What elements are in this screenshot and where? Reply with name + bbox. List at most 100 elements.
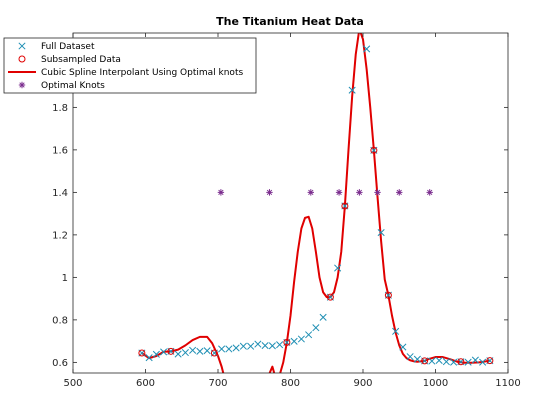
marker-x-shape [348, 86, 356, 94]
legend-entry: Subsampled Data [18, 55, 121, 65]
series-layer [138, 33, 494, 373]
marker-x-shape [174, 350, 182, 358]
marker-star-shape [266, 189, 273, 196]
data-point [326, 293, 334, 301]
data-point [377, 228, 385, 237]
data-point [486, 357, 494, 365]
marker-circle-shape [167, 347, 175, 355]
data-point [370, 146, 378, 154]
series-optimal-knots [217, 189, 433, 196]
marker-x-shape [464, 358, 472, 366]
data-point [196, 347, 204, 355]
data-point [181, 349, 189, 357]
legend-marker-swatch [18, 55, 26, 63]
data-point [392, 327, 400, 335]
marker-x-shape [377, 228, 385, 237]
marker-x-shape [435, 356, 443, 365]
data-point [374, 189, 381, 196]
x-tick-label: 900 [353, 378, 372, 389]
data-point [396, 189, 403, 196]
data-point [145, 354, 153, 362]
marker-x-shape [319, 313, 327, 321]
data-point [160, 348, 168, 356]
legend-label: Subsampled Data [41, 55, 121, 65]
marker-star-shape [217, 189, 225, 196]
marker-circle-shape [457, 358, 465, 366]
x-tick-label: 700 [208, 378, 227, 389]
marker-x-shape [268, 342, 276, 350]
data-point [348, 86, 356, 94]
marker-x-shape [471, 356, 479, 364]
data-point [307, 189, 314, 196]
data-point [203, 347, 211, 355]
marker-x-shape [225, 345, 233, 353]
y-tick-label: 0.6 [52, 358, 68, 369]
data-point [247, 342, 255, 350]
data-point [152, 350, 160, 358]
data-point [218, 345, 226, 353]
marker-star-shape [18, 81, 26, 89]
data-point [225, 345, 233, 353]
data-point [341, 202, 349, 210]
marker-x-shape [247, 342, 255, 350]
legend: Full Dataset Subsampled Data Cubic Spline … [3, 37, 257, 94]
series-subsampled-data [138, 146, 494, 366]
data-point [290, 337, 298, 345]
legend-marker-swatch [18, 42, 26, 50]
marker-star-shape [335, 189, 343, 196]
x-tick-label: 800 [281, 378, 300, 389]
x-tick-label: 500 [63, 378, 82, 389]
marker-x-shape [428, 357, 436, 365]
data-point [210, 349, 218, 357]
data-point [239, 342, 247, 350]
data-point [356, 189, 363, 196]
marker-x-shape [450, 358, 458, 366]
marker-x-shape [276, 341, 284, 349]
data-point [261, 342, 269, 350]
legend-label: Full Dataset [41, 42, 95, 52]
marker-circle-shape [341, 202, 349, 210]
data-point [276, 341, 284, 349]
legend-marker-swatch [18, 81, 26, 89]
marker-x-shape [152, 350, 160, 358]
data-point [399, 343, 407, 351]
data-point [167, 347, 175, 355]
data-point [217, 189, 225, 196]
data-point [266, 189, 273, 196]
data-point [384, 291, 392, 299]
marker-x-shape [254, 340, 262, 348]
marker-x-shape [160, 348, 168, 356]
marker-x-shape [442, 358, 450, 366]
marker-x-shape [334, 264, 342, 272]
data-point [254, 340, 262, 348]
marker-circle-shape [486, 357, 494, 365]
data-point [268, 342, 276, 350]
marker-star-shape [396, 189, 403, 196]
marker-circle-shape [421, 357, 429, 365]
data-point [174, 350, 182, 358]
marker-x-shape [312, 324, 320, 332]
data-point [334, 264, 342, 272]
y-axis: 0.6 0.8 1 1.2 1.4 1.6 1.8 [52, 103, 508, 369]
data-point [428, 357, 436, 365]
y-tick-label: 1.2 [52, 230, 68, 241]
marker-x-shape [239, 342, 247, 350]
x-tick-label: 1000 [423, 378, 448, 389]
data-point [363, 45, 371, 53]
marker-x-shape [305, 331, 313, 339]
x-tick-label: 1100 [495, 378, 520, 389]
data-point [319, 313, 327, 321]
marker-x-shape [406, 353, 414, 361]
marker-circle-shape [370, 146, 378, 154]
marker-x-shape [479, 358, 487, 366]
y-tick-label: 1.8 [52, 103, 68, 114]
y-tick-label: 1.4 [52, 188, 68, 199]
data-point [442, 358, 450, 366]
data-point [283, 338, 291, 346]
data-point [464, 358, 472, 366]
data-point [232, 344, 240, 352]
data-point [406, 353, 414, 361]
marker-circle-shape [384, 291, 392, 299]
marker-circle-shape [326, 293, 334, 301]
